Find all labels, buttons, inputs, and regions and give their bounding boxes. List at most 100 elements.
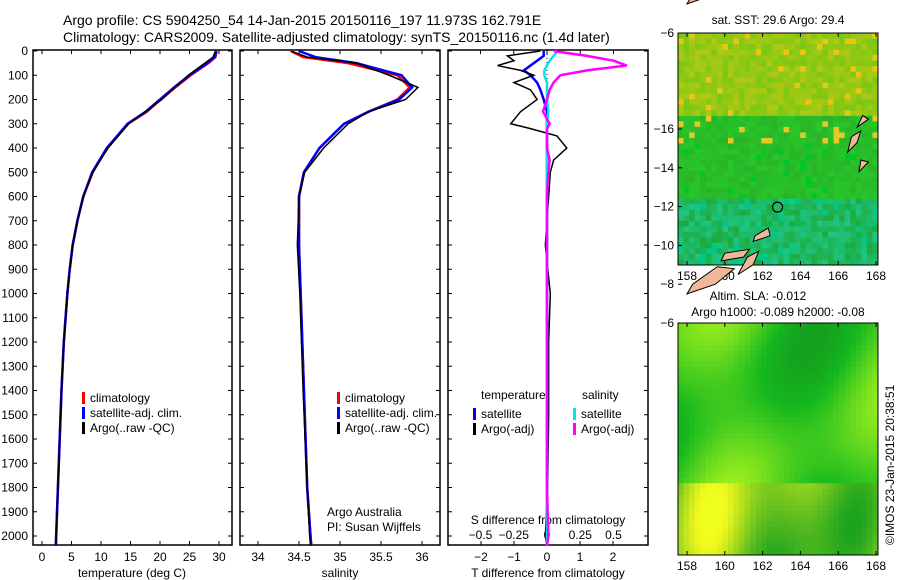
map-cell: [728, 427, 735, 434]
map-cell: [772, 378, 779, 385]
map-cell: [800, 411, 807, 418]
map-cell: [750, 149, 757, 156]
map-cell: [861, 60, 868, 67]
map-cell: [694, 149, 701, 156]
map-cell: [778, 44, 785, 51]
map-cell: [789, 154, 796, 161]
map-cell: [789, 66, 796, 73]
map-cell: [733, 165, 740, 172]
map-cell: [761, 77, 768, 84]
map-cell: [839, 137, 846, 144]
map-cell: [822, 44, 829, 51]
map-cell: [750, 505, 757, 512]
map-cell: [872, 204, 879, 211]
map-cell: [866, 198, 873, 205]
map-cell: [733, 121, 740, 128]
map-cell: [700, 49, 707, 56]
map-cell: [722, 389, 729, 396]
map-cell: [839, 499, 846, 506]
map-cell: [805, 466, 812, 473]
map-cell: [722, 439, 729, 446]
map-cell: [833, 450, 840, 457]
map-cell: [850, 149, 857, 156]
map-cell: [822, 527, 829, 534]
map-cell: [733, 115, 740, 122]
map-cell: [750, 499, 757, 506]
map-cell: [766, 259, 773, 266]
map-cell: [716, 93, 723, 100]
map-cell: [794, 154, 801, 161]
map-cell: [761, 44, 768, 51]
map-cell: [755, 400, 762, 407]
map-cell: [694, 143, 701, 150]
map-cell: [733, 323, 740, 330]
map-cell: [728, 339, 735, 346]
map-cell: [833, 532, 840, 539]
map-cell: [783, 494, 790, 501]
map-cell: [744, 160, 751, 167]
map-cell: [872, 483, 879, 490]
map-cell: [850, 532, 857, 539]
map-cell: [811, 516, 818, 523]
map-cell: [794, 110, 801, 117]
map-cell: [772, 356, 779, 363]
map-cell: [739, 378, 746, 385]
map-cell: [811, 394, 818, 401]
map-cell: [678, 253, 685, 260]
map-cell: [761, 505, 768, 512]
map-cell: [772, 99, 779, 106]
map-cell: [694, 405, 701, 412]
map-cell: [683, 137, 690, 144]
map-cell: [705, 209, 712, 216]
map-cell: [700, 215, 707, 222]
map-cell: [805, 472, 812, 479]
map-cell: [783, 165, 790, 172]
map-cell: [811, 389, 818, 396]
map-cell: [861, 171, 868, 178]
map-cell: [739, 361, 746, 368]
map-cell: [689, 187, 696, 194]
map-cell: [794, 433, 801, 440]
map-cell: [739, 345, 746, 352]
map-cell: [844, 367, 851, 374]
map-cell: [683, 361, 690, 368]
map-cell: [833, 231, 840, 238]
map-cell: [861, 33, 868, 40]
map-cell: [716, 198, 723, 205]
map-cell: [833, 394, 840, 401]
map-cell: [750, 231, 757, 238]
map-cell: [866, 82, 873, 89]
map-cell: [711, 71, 718, 78]
map-cell: [716, 416, 723, 423]
map-cell: [805, 71, 812, 78]
map-cell: [683, 149, 690, 156]
map-cell: [728, 115, 735, 122]
map-cell: [733, 367, 740, 374]
map-cell: [694, 126, 701, 133]
map-cell: [728, 543, 735, 550]
map-cell: [833, 521, 840, 528]
map-cell: [678, 165, 685, 172]
map-cell: [800, 334, 807, 341]
map-cell: [744, 49, 751, 56]
map-cell: [866, 450, 873, 457]
map-cell: [683, 143, 690, 150]
map-cell: [739, 450, 746, 457]
map-cell: [800, 372, 807, 379]
map-cell: [761, 66, 768, 73]
map-cell: [766, 505, 773, 512]
map-cell: [678, 532, 685, 539]
map-cell: [700, 231, 707, 238]
map-cell: [850, 323, 857, 330]
map-cell: [833, 143, 840, 150]
map-cell: [722, 176, 729, 183]
map-cell: [772, 422, 779, 429]
map-cell: [716, 66, 723, 73]
map-cell: [805, 33, 812, 40]
map-cell: [794, 389, 801, 396]
map-cell: [716, 49, 723, 56]
map-cell: [822, 499, 829, 506]
map-cell: [800, 483, 807, 490]
map-cell: [694, 378, 701, 385]
map-cell: [778, 422, 785, 429]
